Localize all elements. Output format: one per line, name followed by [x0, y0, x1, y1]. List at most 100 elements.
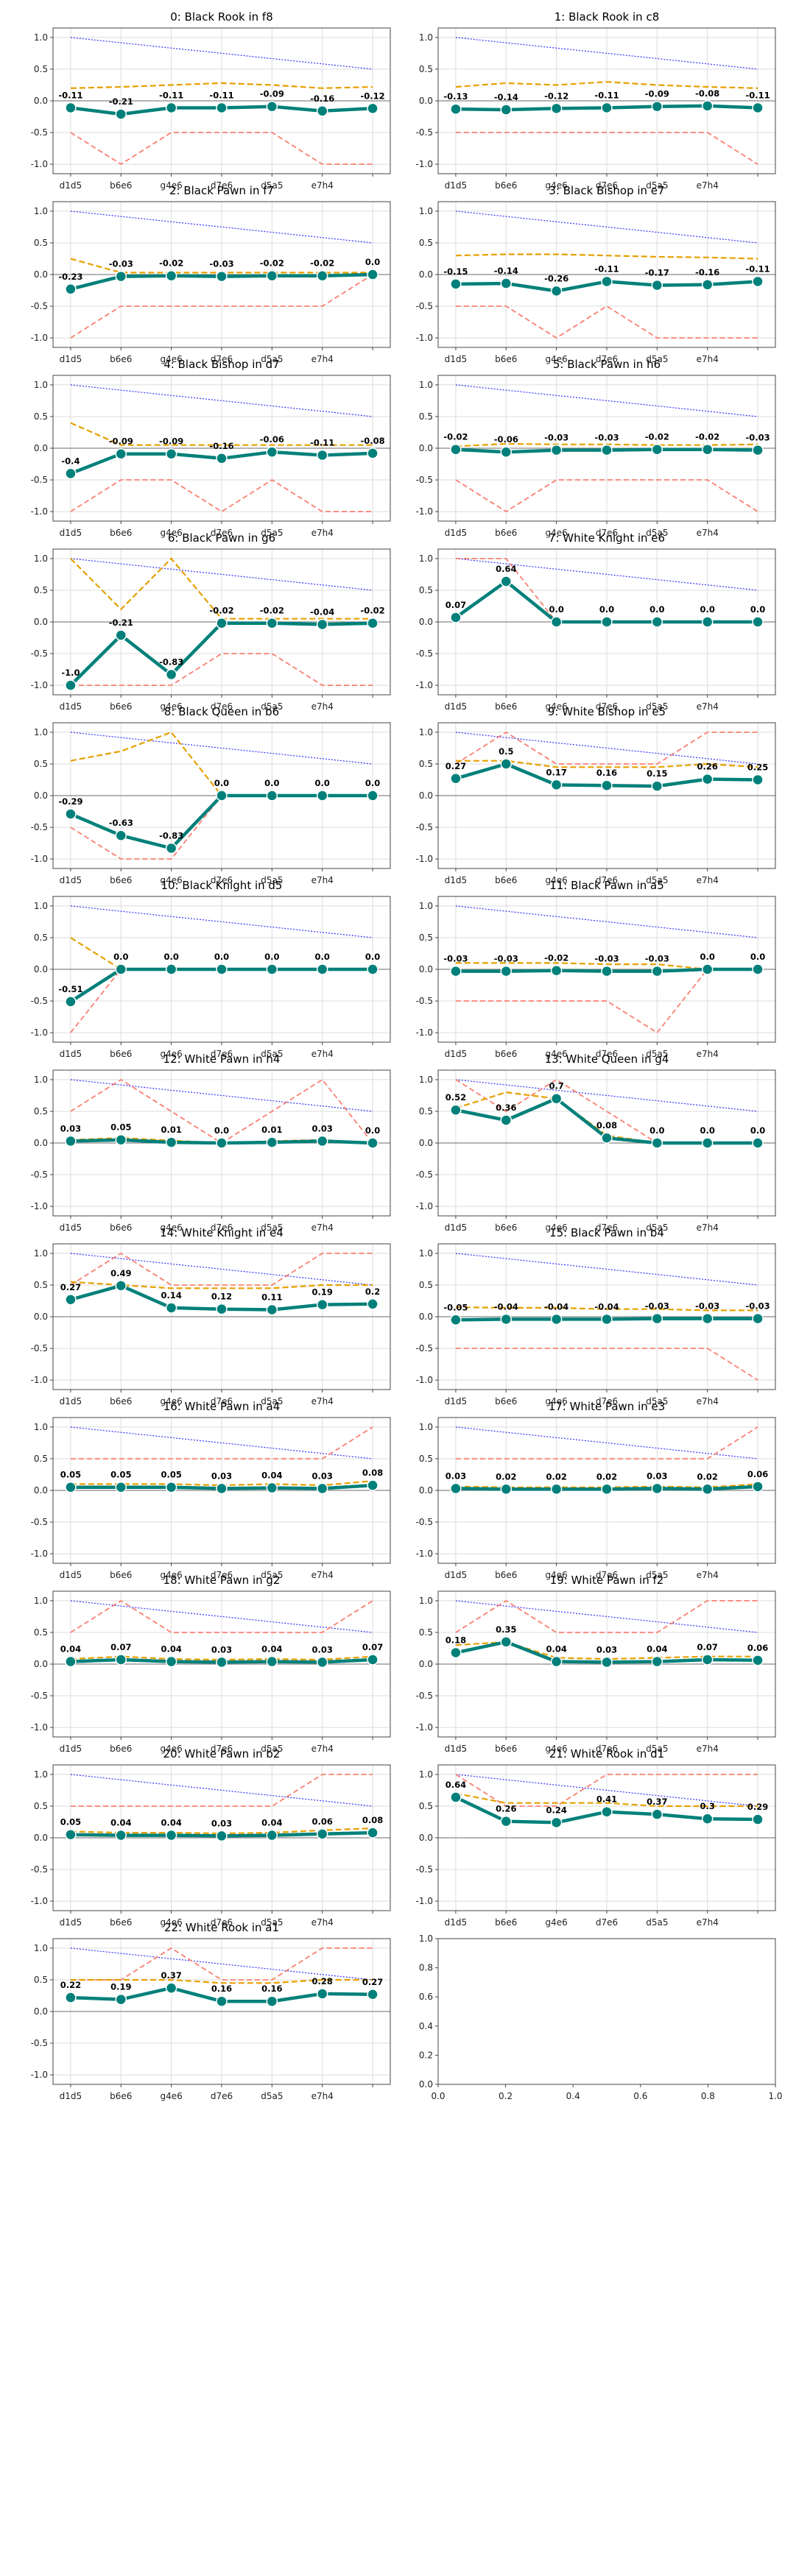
x-tick-label: g4e6 — [546, 1049, 568, 1059]
data-label: 0.26 — [697, 762, 718, 772]
subplot-title: 6: Black Pawn in g6 — [168, 531, 275, 545]
data-label: 0.02 — [546, 1471, 566, 1482]
y-tick-label: 0.0 — [34, 790, 48, 801]
main-series-point — [701, 279, 714, 291]
main-series-point — [266, 1303, 278, 1316]
y-tick-label: 1.0 — [419, 1075, 433, 1085]
subplot-7: 7: White Knight in e6 1.0 0.5 0.0 -0.5 -1.0 d1… — [416, 531, 776, 712]
x-tick-label: e7h4 — [311, 1744, 334, 1754]
data-label: -0.16 — [310, 93, 334, 104]
x-tick-label: d7e6 — [596, 875, 618, 885]
y-tick-label: 0.0 — [419, 617, 433, 627]
subplot-8: 8: Black Queen in b6 1.0 0.5 0.0 -0.5 -1.0 d1d… — [31, 705, 391, 885]
data-label: 0.19 — [312, 1287, 333, 1298]
data-label: 0.16 — [261, 1984, 282, 1994]
main-series-point — [550, 102, 563, 115]
x-tick-label: e7h4 — [311, 528, 334, 538]
data-label: -0.02 — [695, 432, 719, 442]
main-series-point — [651, 100, 663, 113]
data-label: 0.27 — [60, 1282, 81, 1292]
main-series-point — [65, 1481, 77, 1493]
red-dashed-series — [455, 1348, 758, 1381]
data-label: -0.02 — [260, 606, 284, 616]
y-tick-label: -0.5 — [31, 301, 48, 311]
y-tick-label: -0.5 — [31, 127, 48, 138]
x-tick-label: g4e6 — [546, 875, 568, 885]
main-series-point — [450, 1646, 462, 1659]
y-tick-label: 1.0 — [419, 206, 433, 216]
subplot-18: 18: White Pawn in g2 1.0 0.5 0.0 -0.5 -1.0 d1d… — [31, 1574, 391, 1754]
subplot-0: 0: Black Rook in f8 1.0 0.5 0.0 -0.5 -1.0 d1d5… — [31, 10, 391, 191]
main-series-point — [550, 1655, 563, 1668]
main-series-point — [65, 1828, 77, 1841]
data-label: -0.21 — [109, 618, 133, 628]
data-label: 0.0 — [649, 604, 664, 615]
data-label: 0.22 — [60, 1980, 81, 1990]
blue-dotted-series — [70, 732, 373, 765]
orange-dashed-series — [455, 81, 758, 89]
y-tick-label: -1.0 — [31, 1896, 48, 1906]
subplot-6: 6: Black Pawn in g6 1.0 0.5 0.0 -0.5 -1.0 d1d5… — [31, 531, 391, 712]
data-label: 0.03 — [211, 1644, 232, 1655]
main-series-point — [701, 1312, 714, 1325]
red-dashed-series — [455, 305, 758, 339]
x-tick-label: d5a5 — [646, 1570, 668, 1580]
data-label: 0.03 — [312, 1123, 333, 1133]
y-tick-label: -1.0 — [416, 333, 433, 343]
x-tick-label: d1d5 — [60, 1222, 82, 1233]
subplot-3: 3: Black Bishop in e7 1.0 0.5 0.0 -0.5 -1.0 d1… — [416, 184, 776, 364]
x-tick-label: e7h4 — [311, 1570, 334, 1580]
data-label: -0.04 — [310, 606, 334, 617]
data-label: -1.0 — [61, 668, 80, 678]
data-label: 0.14 — [161, 1290, 181, 1301]
x-tick-label: d7e6 — [596, 701, 618, 712]
data-label: -0.83 — [159, 830, 183, 841]
main-series-point — [601, 616, 613, 628]
main-series-point — [266, 100, 278, 113]
data-label: 0.0 — [750, 1125, 765, 1136]
data-label: -0.03 — [594, 433, 619, 443]
data-label: -0.02 — [443, 432, 468, 442]
data-label: 0.5 — [499, 746, 513, 757]
main-series-point — [701, 1137, 714, 1149]
y-tick-label: 0.5 — [34, 1801, 48, 1811]
data-label: 0.36 — [496, 1103, 516, 1113]
data-label: 0.03 — [312, 1471, 333, 1481]
red-dashed-series — [70, 1947, 373, 1981]
data-label: -0.06 — [260, 434, 284, 445]
main-series-point — [316, 449, 328, 461]
y-tick-label: 0.5 — [34, 759, 48, 769]
data-label: -0.03 — [544, 433, 568, 443]
data-label: -0.02 — [645, 432, 669, 442]
main-series-point — [651, 1137, 663, 1149]
main-series-point — [316, 105, 328, 117]
x-tick-label: d7e6 — [596, 1222, 618, 1233]
data-label: -0.12 — [360, 91, 384, 101]
y-tick-label: 0.0 — [419, 1659, 433, 1669]
main-series-point — [316, 790, 328, 802]
x-tick-label: d5a5 — [646, 875, 668, 885]
data-label: 0.07 — [697, 1642, 718, 1652]
main-series-point — [115, 1280, 127, 1292]
data-label: 0.0 — [214, 1125, 229, 1136]
orange-dashed-series — [70, 1978, 373, 1984]
data-label: -0.26 — [544, 273, 568, 283]
data-label: 0.05 — [110, 1122, 131, 1133]
x-tick-label: e7h4 — [311, 2091, 334, 2101]
y-tick-label: -1.0 — [31, 1027, 48, 1038]
x-tick-label: g4e6 — [161, 1222, 183, 1233]
data-label: 0.04 — [261, 1818, 282, 1828]
data-label: -0.11 — [594, 263, 619, 274]
main-series-point — [752, 1137, 764, 1149]
y-tick-label: -1.0 — [416, 1722, 433, 1733]
main-series-point — [65, 679, 77, 691]
x-tick-label: d5a5 — [646, 354, 668, 364]
main-series-point — [450, 278, 462, 290]
main-series-point — [266, 1995, 278, 2007]
y-tick-label: -1.0 — [31, 159, 48, 169]
main-series-point — [651, 1808, 663, 1820]
y-tick-label: 1.0 — [419, 1422, 433, 1432]
y-tick-label: 0.0 — [34, 269, 48, 280]
x-tick-label: 0.0 — [431, 2091, 445, 2101]
subplot-11: 11: Black Pawn in a5 1.0 0.5 0.0 -0.5 -1.0 d1d… — [416, 879, 776, 1059]
